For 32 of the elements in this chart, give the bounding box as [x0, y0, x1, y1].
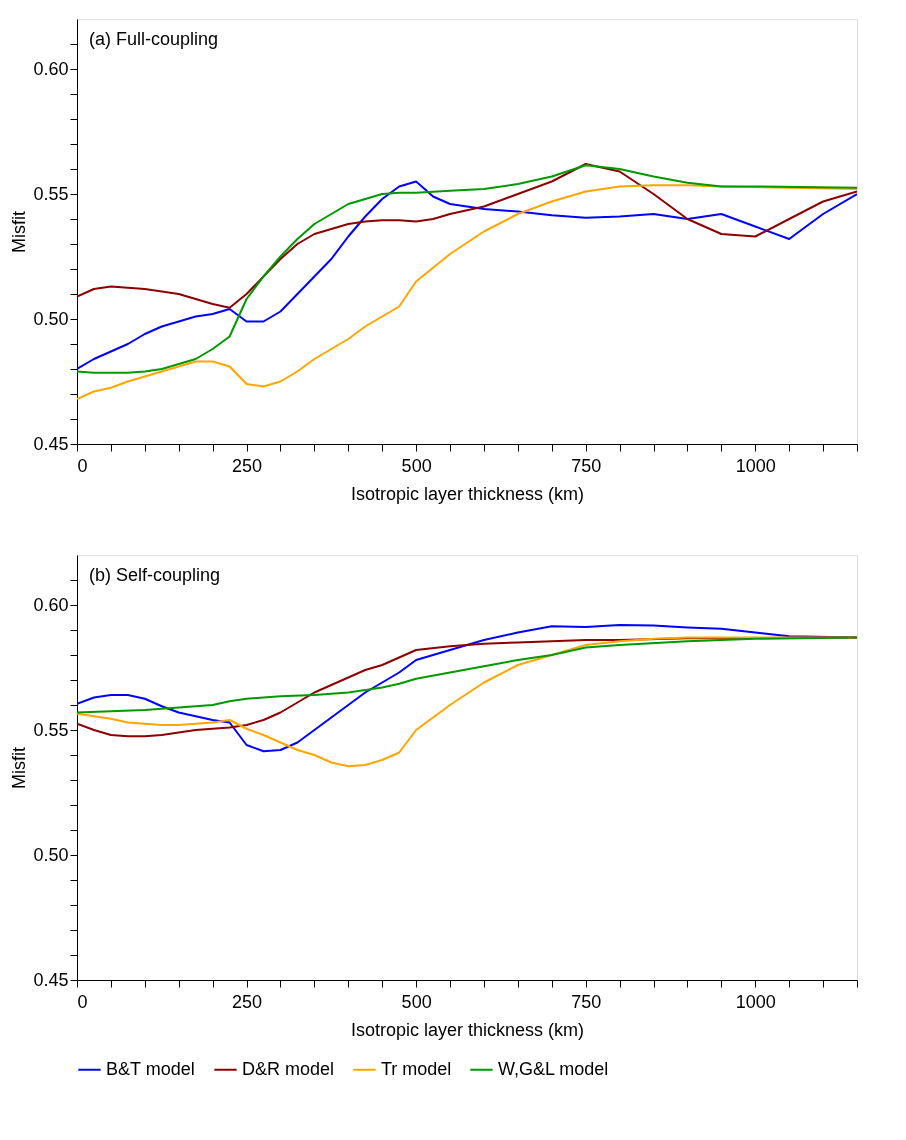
legend-label: W,G&L model	[498, 1058, 609, 1079]
legend-label: D&R model	[242, 1058, 335, 1079]
y-tick-label: 0.55	[33, 719, 69, 740]
y-tick-label: 0.60	[33, 58, 69, 79]
x-tick-label: 750	[571, 455, 602, 476]
y-tick-label: 0.60	[33, 594, 69, 615]
y-tick-label: 0.45	[33, 433, 69, 454]
y-tick-label: 0.50	[33, 308, 69, 329]
x-tick-label: 250	[232, 991, 263, 1012]
legend-label: Tr model	[381, 1058, 452, 1079]
line-series	[77, 624, 857, 753]
x-tick-label: 1000	[735, 991, 776, 1012]
y-axis-title: Misfit	[9, 747, 30, 789]
line-series	[77, 184, 857, 400]
x-tick-label: 500	[401, 455, 432, 476]
x-tick-label: 0	[77, 455, 88, 476]
y-axis-title: Misfit	[9, 211, 30, 253]
legend-label: B&T model	[106, 1058, 195, 1079]
y-tick-label: 0.55	[33, 183, 69, 204]
x-tick-label: 500	[401, 991, 432, 1012]
x-tick-label: 0	[77, 991, 88, 1012]
line-series	[77, 163, 857, 309]
x-tick-label: 1000	[735, 455, 776, 476]
x-axis-title: Isotropic layer thickness (km)	[350, 1019, 585, 1040]
y-tick-label: 0.50	[33, 844, 69, 865]
x-axis-title: Isotropic layer thickness (km)	[350, 483, 585, 504]
line-series	[77, 636, 857, 714]
x-tick-label: 750	[571, 991, 602, 1012]
y-tick-label: 0.45	[33, 969, 69, 990]
x-tick-label: 250	[232, 455, 263, 476]
text: (b) Self-coupling	[89, 565, 221, 585]
text: (a) Full-coupling	[89, 29, 219, 49]
